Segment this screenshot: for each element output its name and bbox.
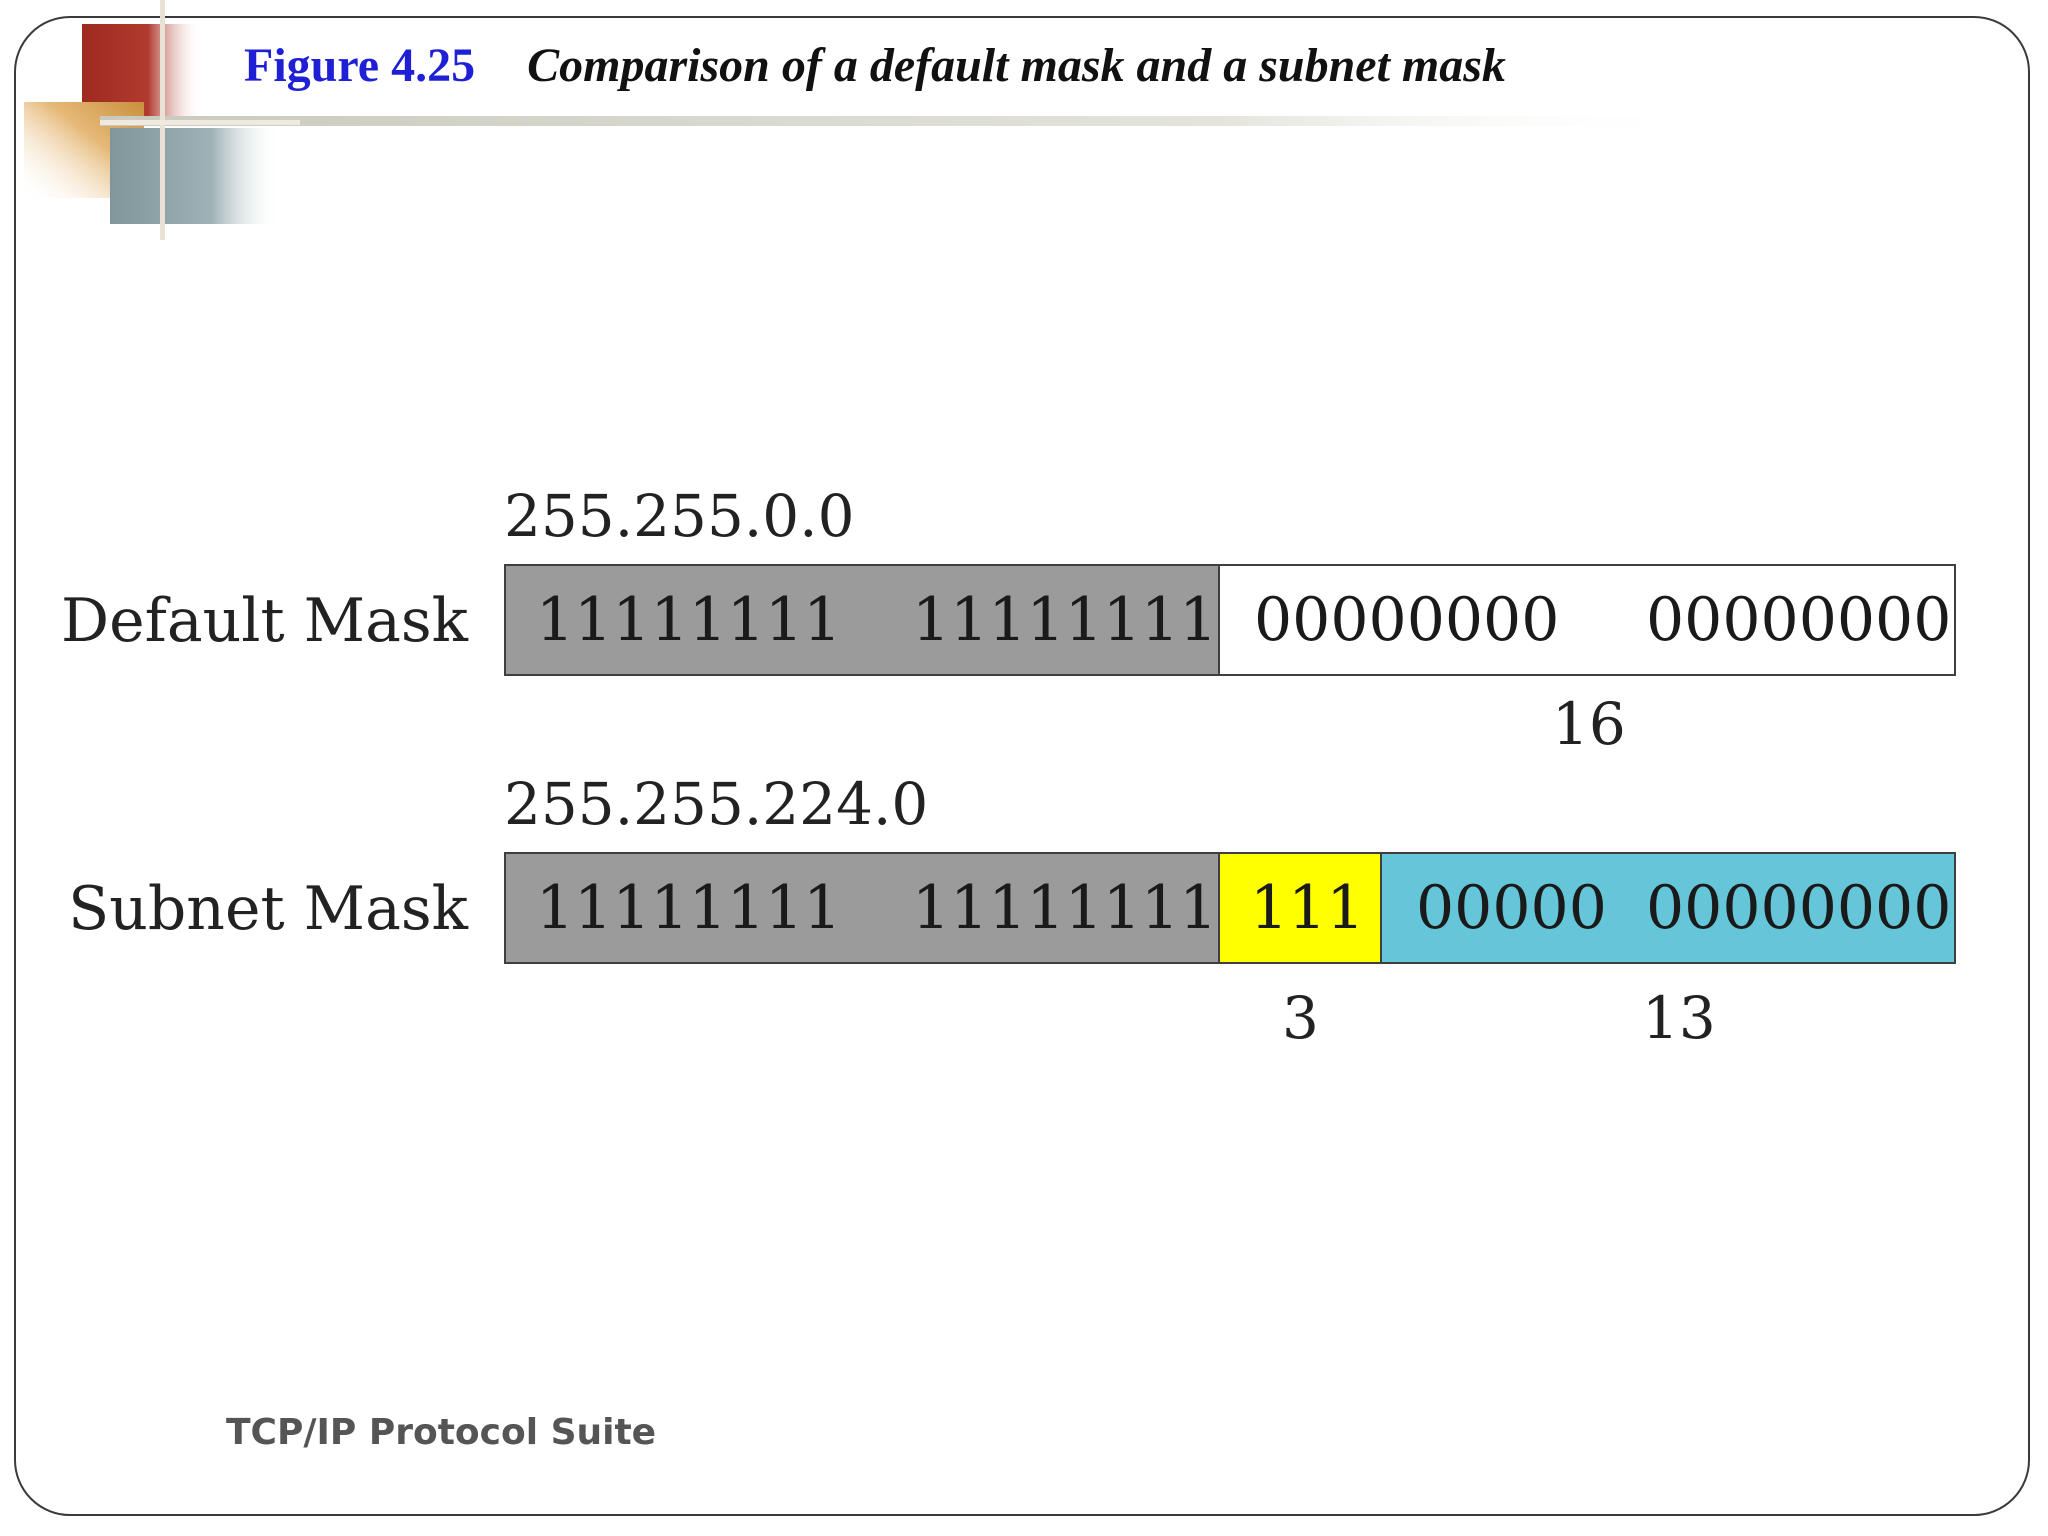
default-mask-dotted: 255.255.0.0	[504, 482, 855, 550]
default-host-segment: 00000000 00000000	[1220, 566, 1954, 674]
figure-caption: Comparison of a default mask and a subne…	[527, 38, 1506, 92]
slide-frame	[14, 16, 2030, 1516]
slide-title: Figure 4.25 Comparison of a default mask…	[244, 30, 1506, 100]
default-network-segment: 11111111 11111111	[506, 566, 1220, 674]
subnet-octet-1: 11111111	[536, 873, 842, 943]
subnet-network-segment: 11111111 11111111	[506, 854, 1220, 962]
default-octet-2: 11111111	[912, 585, 1218, 655]
subnet-host-segment: 00000 00000000	[1382, 854, 1954, 962]
subnet-mask-dotted: 255.255.224.0	[504, 770, 929, 838]
subnet-host-part-a: 00000	[1416, 873, 1607, 943]
figure-number: Figure 4.25	[244, 38, 476, 92]
subnet-octet-2: 11111111	[912, 873, 1218, 943]
default-octet-1: 11111111	[536, 585, 842, 655]
subnet-mask-bar: 11111111 11111111 111 00000 00000000	[504, 852, 1956, 964]
default-host-bits-count: 16	[1552, 690, 1626, 758]
default-octet-4: 00000000	[1646, 585, 1952, 655]
subnet-host-bits-count: 13	[1642, 984, 1716, 1052]
subnet-mask-label: Subnet Mask	[68, 874, 468, 944]
default-mask-bar: 11111111 11111111 00000000 00000000	[504, 564, 1956, 676]
subnet-bits: 111	[1250, 873, 1365, 943]
subnet-bits-segment: 111	[1220, 854, 1382, 962]
default-mask-label: Default Mask	[61, 586, 468, 656]
subnet-bits-count: 3	[1282, 984, 1319, 1052]
default-octet-3: 00000000	[1254, 585, 1560, 655]
footer-text: TCP/IP Protocol Suite	[226, 1412, 657, 1453]
subnet-host-part-b: 00000000	[1646, 873, 1952, 943]
